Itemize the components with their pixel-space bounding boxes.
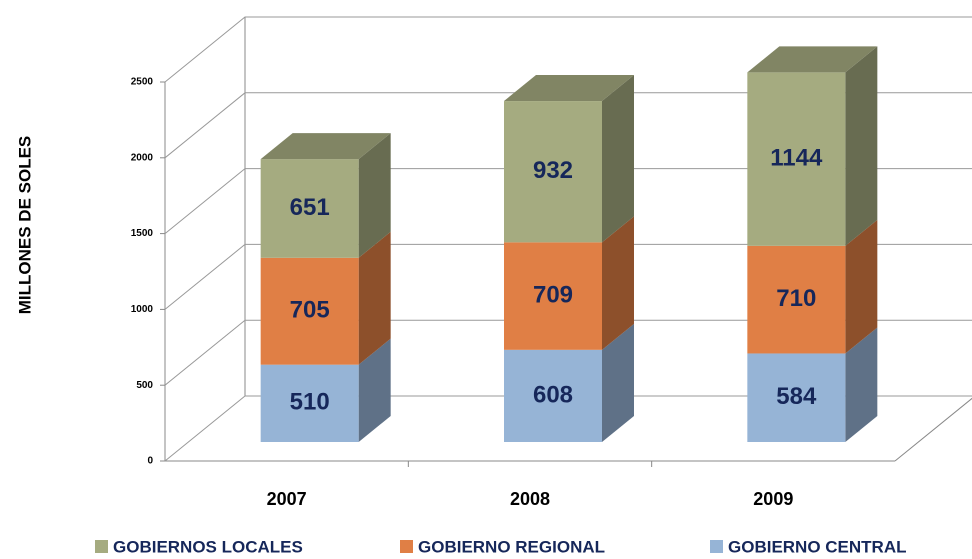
legend-swatch: [95, 540, 108, 553]
legend-swatch: [400, 540, 413, 553]
bar-side: [358, 133, 391, 258]
grid-line: [164, 395, 972, 462]
bar-side: [845, 327, 878, 442]
data-label: 709: [533, 281, 573, 308]
bar: [747, 245, 846, 354]
bar: [504, 242, 602, 350]
grid-line: [164, 168, 972, 234]
legend-swatch: [710, 540, 723, 553]
bar-side: [845, 46, 878, 246]
x-tick-label: 2008: [510, 489, 550, 509]
bar: [260, 257, 359, 365]
bar: [504, 349, 602, 442]
x-tick-label: 2009: [753, 489, 793, 509]
bar-side: [602, 75, 634, 243]
bar: [747, 72, 846, 246]
legend-label: GOBIERNO CENTRAL: [728, 537, 907, 556]
grid-line: [164, 16, 972, 83]
axis-line: [894, 397, 972, 462]
legend-label: GOBIERNO REGIONAL: [418, 537, 605, 556]
grid-line: [164, 243, 972, 310]
data-label: 705: [290, 297, 330, 324]
bar-side: [602, 323, 634, 442]
bar-side: [358, 231, 391, 365]
bar-side: [845, 219, 878, 354]
grid-line: [164, 92, 972, 159]
grid-line: [164, 319, 972, 386]
bar-top: [260, 133, 391, 160]
y-tick-label: 1000: [131, 304, 154, 315]
y-tick-label: 0: [147, 456, 153, 467]
bar-top: [504, 75, 634, 102]
data-label: 584: [776, 383, 817, 410]
bar: [260, 159, 359, 258]
data-label: 651: [290, 194, 330, 221]
bar-top: [747, 46, 878, 73]
bar-side: [358, 338, 391, 442]
bar: [260, 364, 359, 442]
data-label: 510: [290, 389, 330, 416]
y-axis-label: MILLONES DE SOLES: [15, 136, 34, 315]
y-tick-label: 2000: [131, 152, 154, 163]
y-tick-label: 2500: [131, 77, 154, 88]
bar: [504, 101, 602, 243]
data-label: 932: [533, 157, 573, 184]
y-tick-label: 500: [136, 380, 153, 391]
y-tick-label: 1500: [131, 228, 154, 239]
x-tick-label: 2007: [267, 489, 307, 509]
legend-label: GOBIERNOS LOCALES: [113, 537, 303, 556]
data-label: 608: [533, 381, 573, 408]
bar-side: [602, 216, 634, 350]
bar: [747, 353, 846, 442]
data-label: 710: [776, 285, 816, 312]
data-label: 1144: [770, 144, 823, 171]
